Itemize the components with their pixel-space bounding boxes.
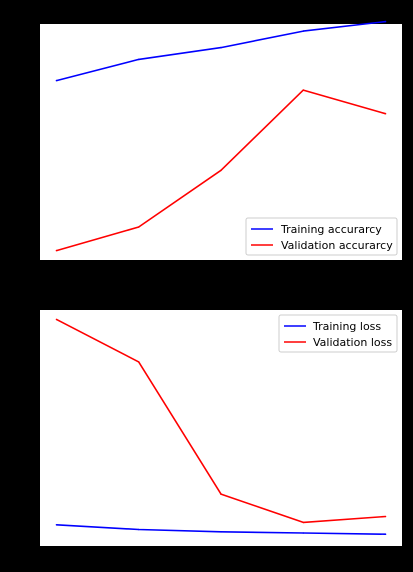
data-point-validation-accurarcy-2 [137,226,140,228]
data-point-training-loss-3 [220,531,222,533]
legend-label-validation-loss: Validation loss [313,336,392,349]
data-point-training-loss-2 [137,528,140,531]
data-point-validation-loss-5 [384,515,387,518]
data-point-training-accurarcy-3 [220,46,222,49]
data-point-validation-accurarcy-4 [302,89,305,91]
data-point-training-accurarcy-4 [302,30,305,32]
data-point-training-accurarcy-1 [55,79,58,82]
loss-legend: Training loss Validation loss [278,314,398,353]
accuracy-legend-box [245,217,398,256]
data-point-training-accurarcy-5 [384,20,387,23]
data-point-validation-accurarcy-1 [55,249,58,252]
data-point-validation-accurarcy-5 [384,112,387,115]
accuracy-chart: Training accurarcy Validation accurarcy [40,20,402,260]
data-point-validation-loss-4 [302,521,305,524]
legend-label-training-accuracy: Training accurarcy [280,223,382,236]
data-point-training-loss-4 [302,532,305,534]
data-point-validation-accurarcy-3 [220,169,222,172]
data-point-validation-loss-2 [137,361,140,363]
loss-chart: Training loss Validation loss [40,310,402,546]
data-point-validation-loss-3 [220,493,222,495]
loss-legend-box [278,314,398,353]
data-point-training-accurarcy-2 [137,58,140,61]
loss-series-group [55,318,387,535]
data-point-validation-loss-1 [55,318,58,321]
legend-label-validation-accuracy: Validation accurarcy [281,239,393,252]
accuracy-legend: Training accurarcy Validation accurarcy [245,217,398,256]
legend-label-training-loss: Training loss [312,320,381,333]
accuracy-series-group [55,20,387,252]
data-point-training-loss-5 [384,533,387,535]
data-point-training-loss-1 [55,524,58,526]
